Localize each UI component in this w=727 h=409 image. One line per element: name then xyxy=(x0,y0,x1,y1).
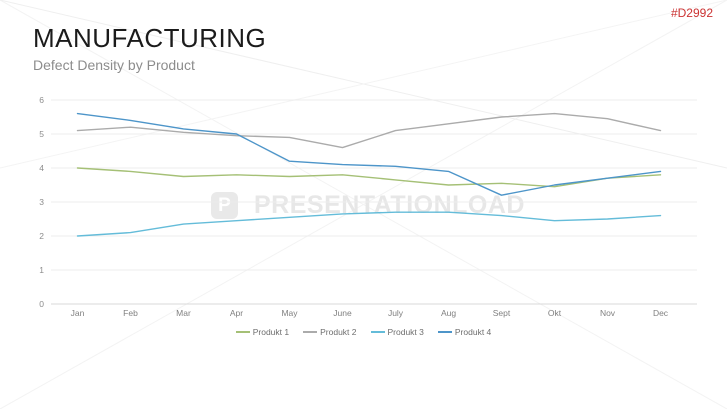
series-line-produkt-2 xyxy=(76,112,662,149)
y-axis-labels: 0 1 2 3 4 5 6 xyxy=(39,95,44,309)
legend-swatch xyxy=(437,331,452,333)
gridlines xyxy=(51,99,697,305)
x-axis-label: Jan xyxy=(71,308,85,318)
page-subtitle: Defect Density by Product xyxy=(33,57,195,73)
legend-label: Produkt 2 xyxy=(320,327,357,337)
y-axis-label: 6 xyxy=(39,95,44,105)
series-line-produkt-3 xyxy=(76,211,662,237)
series-line-produkt-1 xyxy=(76,167,662,188)
y-axis-label: 4 xyxy=(39,163,44,173)
series-line-produkt-4 xyxy=(76,112,662,196)
legend-item: Produkt 3 xyxy=(370,327,424,337)
x-axis-label: Dec xyxy=(653,308,669,318)
product-code: #D2992 xyxy=(670,6,713,20)
y-axis-label: 5 xyxy=(39,129,44,139)
x-axis-label: Okt xyxy=(548,308,562,318)
series-lines xyxy=(76,112,662,237)
x-axis-label: Mar xyxy=(176,308,191,318)
legend-swatch xyxy=(370,331,385,333)
legend-item: Produkt 1 xyxy=(235,327,290,337)
legend-swatch xyxy=(235,331,250,333)
page-title: MANUFACTURING xyxy=(33,23,267,53)
legend-item: Produkt 2 xyxy=(303,327,357,337)
x-axis-label: June xyxy=(333,308,352,318)
x-axis-label: May xyxy=(281,308,298,318)
x-axis-label: July xyxy=(388,308,404,318)
x-axis-label: Aug xyxy=(441,308,456,318)
x-axis-label: Apr xyxy=(230,308,243,318)
legend-label: Produkt 4 xyxy=(454,327,492,337)
y-axis-label: 0 xyxy=(39,299,44,309)
legend-label: Produkt 3 xyxy=(387,327,424,337)
legend: Produkt 1 Produkt 2 Produkt 3 Produkt 4 xyxy=(0,327,727,337)
y-axis-label: 2 xyxy=(39,231,44,241)
x-axis-label: Sept xyxy=(493,308,511,318)
legend-swatch xyxy=(303,331,318,333)
x-axis-label: Feb xyxy=(123,308,138,318)
x-axis-label: Nov xyxy=(600,308,616,318)
legend-item: Produkt 4 xyxy=(437,327,492,337)
y-axis-label: 3 xyxy=(39,197,44,207)
y-axis-label: 1 xyxy=(39,265,44,275)
legend-label: Produkt 1 xyxy=(252,327,290,337)
x-axis-labels: Jan Feb Mar Apr May June July Aug Sept Okt Nov Dec xyxy=(71,308,669,318)
